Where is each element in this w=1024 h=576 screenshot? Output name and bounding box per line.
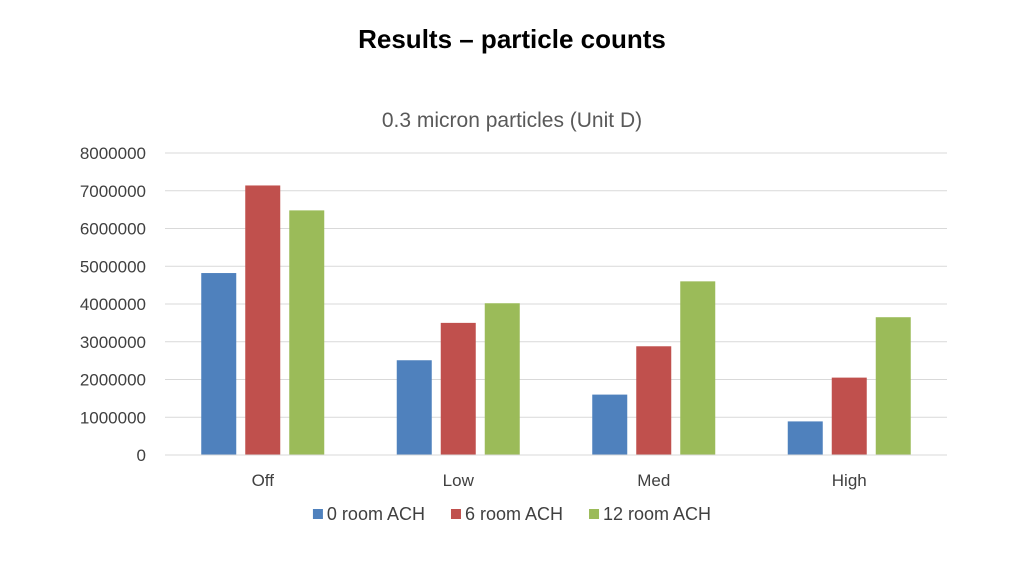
slide-title: Results – particle counts xyxy=(358,24,666,54)
bar xyxy=(289,210,325,455)
bar xyxy=(396,360,432,455)
bar xyxy=(787,421,823,455)
bar xyxy=(831,377,867,455)
bar xyxy=(484,303,520,455)
y-tick-label: 4000000 xyxy=(80,295,146,314)
y-tick-label: 8000000 xyxy=(80,144,146,163)
bar xyxy=(440,322,476,455)
y-tick-label: 3000000 xyxy=(80,333,146,352)
x-axis: Off Low Med High xyxy=(165,454,947,490)
x-tick-label: High xyxy=(832,471,867,490)
gridlines xyxy=(165,152,947,456)
y-tick-label: 5000000 xyxy=(80,257,146,276)
y-tick-label: 0 xyxy=(137,446,146,465)
legend-label: 6 room ACH xyxy=(465,504,563,524)
y-axis: 0 1000000 2000000 3000000 4000000 5000000 6000… xyxy=(80,144,146,465)
x-tick-label: Low xyxy=(443,471,475,490)
x-tick-label: Off xyxy=(252,471,275,490)
chart-title: 0.3 micron particles (Unit D) xyxy=(382,109,642,132)
legend-item: 0 room ACH xyxy=(312,504,425,524)
legend-swatch xyxy=(450,509,461,519)
y-tick-label: 1000000 xyxy=(80,408,146,427)
y-tick-label: 6000000 xyxy=(80,220,146,239)
bar xyxy=(875,317,911,455)
x-tick-label: Med xyxy=(637,471,670,490)
y-tick-label: 7000000 xyxy=(80,182,146,201)
legend-label: 12 room ACH xyxy=(603,504,711,524)
bar xyxy=(636,346,672,455)
legend: 0 room ACH 6 room ACH 12 room ACH xyxy=(312,504,711,524)
bar xyxy=(680,281,716,455)
legend-item: 12 room ACH xyxy=(589,504,711,524)
bar xyxy=(201,273,237,455)
y-tick-label: 2000000 xyxy=(80,371,146,390)
legend-label: 0 room ACH xyxy=(327,504,425,524)
bar xyxy=(592,394,628,455)
legend-swatch xyxy=(312,509,323,519)
legend-item: 6 room ACH xyxy=(450,504,563,524)
bar xyxy=(245,185,281,455)
legend-swatch xyxy=(589,509,600,519)
bars xyxy=(201,185,911,455)
